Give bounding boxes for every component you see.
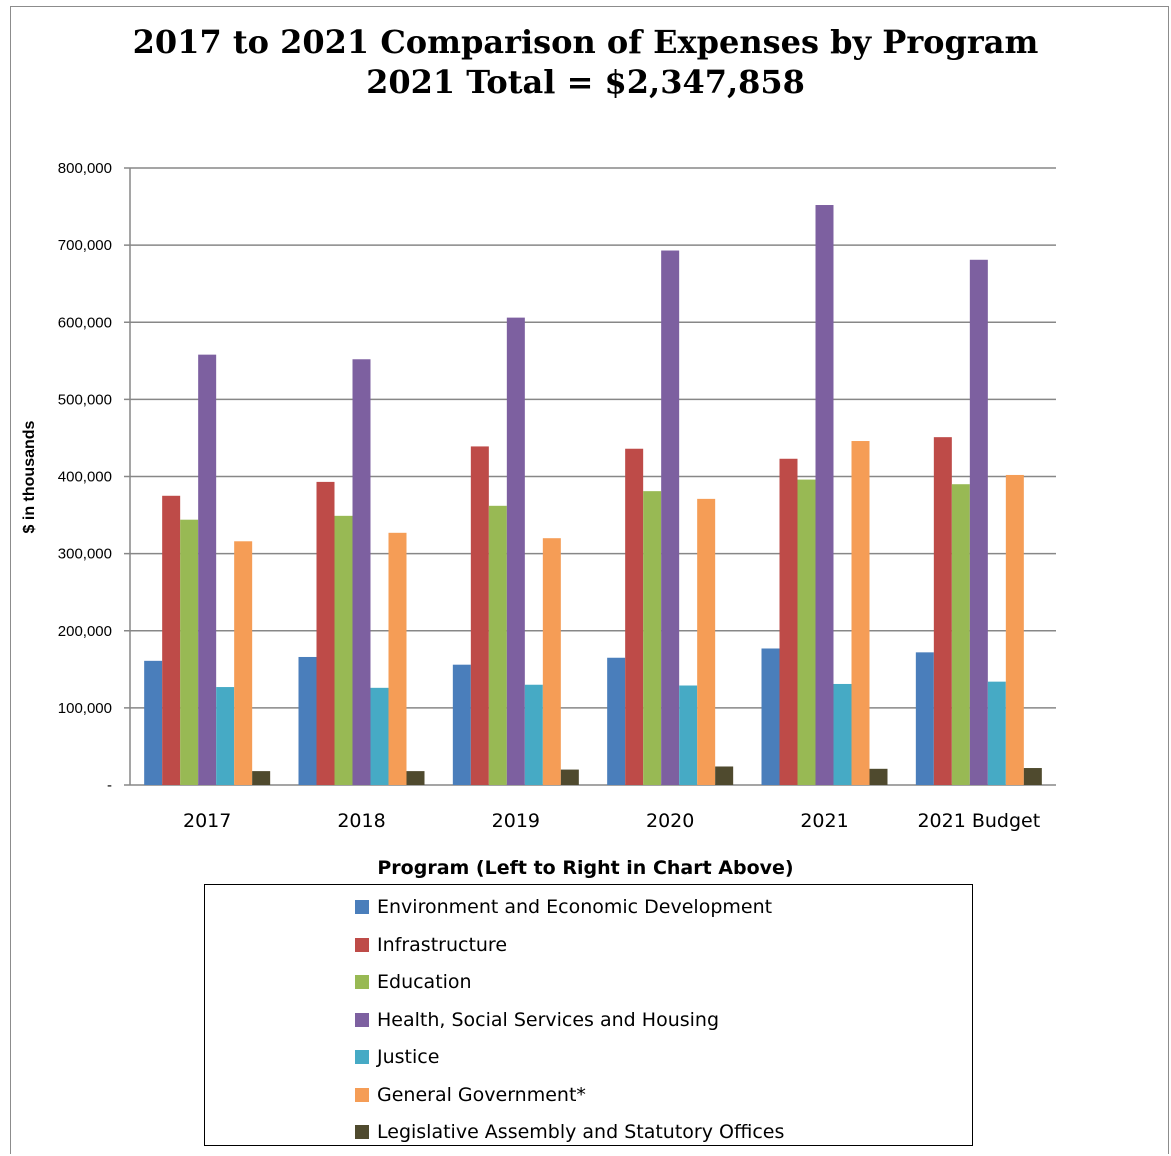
bar <box>869 768 888 785</box>
legend-label: Health, Social Services and Housing <box>377 1008 720 1031</box>
x-axis-ticks: 2017 2018 2019 2020 2021 2021 Budget <box>183 810 1040 832</box>
y-tick-label: 800,000 <box>58 160 112 177</box>
bar <box>797 479 816 785</box>
y-tick-label: 500,000 <box>58 391 112 408</box>
x-tick-label: 2021 <box>800 810 848 832</box>
legend-item: Infrastructure <box>355 933 507 957</box>
y-tick-label: 600,000 <box>58 314 112 331</box>
bar <box>761 648 780 785</box>
legend-label: Education <box>377 971 472 993</box>
bar <box>162 495 181 785</box>
bar <box>388 532 407 785</box>
legend-label: Legislative Assembly and Statutory Offic… <box>377 1121 785 1143</box>
y-tick-label: - <box>107 777 112 794</box>
bar <box>180 519 199 785</box>
bar <box>815 205 834 785</box>
legend: Environment and Economic Development Infr… <box>204 884 973 1146</box>
bar <box>542 538 561 785</box>
legend-swatch <box>355 1087 369 1102</box>
legend-swatch <box>355 975 369 989</box>
chart-title-block: 2017 to 2021 Comparison of Expenses by P… <box>0 22 1171 102</box>
bar <box>951 484 970 785</box>
bar <box>697 498 716 785</box>
legend-item: Justice <box>355 1045 439 1069</box>
bar <box>470 446 489 785</box>
legend-item: Legislative Assembly and Statutory Offic… <box>355 1120 784 1144</box>
bar <box>679 685 698 785</box>
legend-item: Health, Social Services and Housing <box>355 1008 719 1032</box>
y-tick-label: 300,000 <box>58 546 112 563</box>
bar <box>406 771 425 785</box>
legend-label: Infrastructure <box>377 933 508 956</box>
bar <box>933 437 952 785</box>
legend-label: General Government* <box>377 1083 586 1106</box>
x-tick-label: 2019 <box>492 810 540 832</box>
x-tick-label: 2021 Budget <box>917 810 1040 832</box>
legend-label: Justice <box>377 1046 440 1068</box>
bar <box>560 769 579 785</box>
legend-swatch <box>355 900 369 914</box>
y-tick-label: 700,000 <box>58 237 112 254</box>
chart-frame <box>10 6 1169 1154</box>
y-tick-label: 400,000 <box>58 469 112 486</box>
bar <box>252 771 271 785</box>
legend-swatch <box>355 1050 369 1064</box>
bar-chart: - 100,000 200,000 300,000 400,000 500,000 600,… <box>21 160 1056 832</box>
bar <box>506 317 525 785</box>
x-tick-label: 2017 <box>183 810 231 832</box>
legend-swatch <box>355 937 369 952</box>
bar <box>987 681 1006 785</box>
bar <box>607 657 626 785</box>
bar <box>969 259 988 785</box>
bar <box>625 448 644 785</box>
legend-swatch <box>355 1012 369 1027</box>
bar <box>833 683 852 785</box>
legend-label: Environment and Economic Development <box>377 896 773 918</box>
bar <box>198 354 217 785</box>
bar <box>1023 768 1042 785</box>
legend-swatch <box>355 1125 369 1139</box>
bar <box>298 656 317 785</box>
legend-item: General Government* <box>355 1083 586 1107</box>
bar <box>488 505 507 785</box>
bar <box>316 481 335 785</box>
bar <box>234 541 253 785</box>
bar <box>334 515 353 785</box>
bar <box>452 664 471 785</box>
y-tick-label: 100,000 <box>58 700 112 717</box>
x-tick-label: 2018 <box>337 810 385 832</box>
bar <box>370 687 389 785</box>
bar <box>715 766 734 785</box>
bar <box>1005 474 1024 785</box>
y-tick-label: 200,000 <box>58 623 112 640</box>
bar <box>643 491 662 785</box>
bars <box>144 205 1042 785</box>
chart-title: 2017 to 2021 Comparison of Expenses by P… <box>132 23 1039 61</box>
y-axis-label: $ in thousands <box>21 420 38 533</box>
bar <box>779 458 798 785</box>
legend-item: Environment and Economic Development <box>355 895 772 919</box>
x-axis-label: Program (Left to Right in Chart Above) <box>377 857 794 879</box>
bar <box>144 660 163 785</box>
bar <box>216 687 235 785</box>
bar <box>915 652 934 785</box>
bar <box>352 359 371 785</box>
chart-subtitle: 2021 Total = $2,347,858 <box>366 63 805 101</box>
bar <box>661 250 680 785</box>
bar <box>851 441 870 785</box>
y-axis-ticks: - 100,000 200,000 300,000 400,000 500,000 600,… <box>58 160 112 794</box>
bar <box>524 684 543 785</box>
x-tick-label: 2020 <box>646 810 694 832</box>
gridlines <box>124 167 1056 786</box>
legend-item: Education <box>355 970 472 994</box>
